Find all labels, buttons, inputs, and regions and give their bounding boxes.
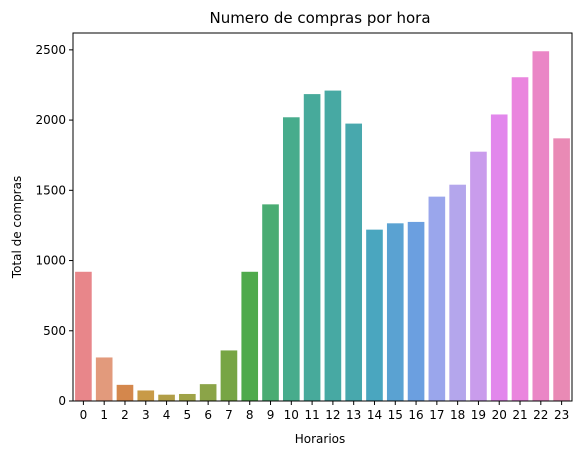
bar-hour-5 bbox=[179, 394, 196, 401]
y-tick-label: 2500 bbox=[35, 43, 66, 57]
bar-hour-23 bbox=[553, 138, 570, 401]
bar-hour-19 bbox=[470, 152, 487, 401]
bar-hour-20 bbox=[491, 114, 508, 401]
bar-hour-17 bbox=[429, 197, 446, 401]
x-tick-label: 9 bbox=[267, 408, 275, 422]
bar-hour-13 bbox=[345, 124, 362, 401]
x-tick-label: 18 bbox=[450, 408, 465, 422]
x-tick-label: 8 bbox=[246, 408, 254, 422]
x-tick-label: 13 bbox=[346, 408, 361, 422]
x-tick-label: 7 bbox=[225, 408, 233, 422]
bar-hour-10 bbox=[283, 117, 300, 401]
bar-hour-0 bbox=[75, 272, 92, 401]
y-axis-ticks: 0 500 1000 1500 2000 2500 bbox=[35, 43, 73, 408]
bar-hour-4 bbox=[158, 395, 175, 401]
bar-hour-21 bbox=[512, 77, 529, 401]
bar-hour-1 bbox=[96, 357, 113, 401]
x-tick-label: 20 bbox=[492, 408, 507, 422]
y-tick-label: 1000 bbox=[35, 254, 66, 268]
x-tick-label: 5 bbox=[184, 408, 192, 422]
x-tick-label: 0 bbox=[80, 408, 88, 422]
x-tick-label: 19 bbox=[471, 408, 486, 422]
x-axis-label: Horarios bbox=[295, 432, 346, 446]
bar-hour-6 bbox=[200, 384, 217, 401]
bar-hour-15 bbox=[387, 223, 404, 401]
x-tick-label: 12 bbox=[325, 408, 340, 422]
bar-hour-16 bbox=[408, 222, 425, 401]
y-tick-label: 500 bbox=[43, 324, 66, 338]
y-axis-label: Total de compras bbox=[10, 176, 24, 279]
bar-hour-8 bbox=[241, 272, 258, 401]
x-tick-label: 14 bbox=[367, 408, 382, 422]
x-tick-label: 3 bbox=[142, 408, 150, 422]
y-tick-label: 1500 bbox=[35, 183, 66, 197]
bar-hour-18 bbox=[449, 185, 466, 401]
x-tick-label: 17 bbox=[429, 408, 444, 422]
x-tick-label: 11 bbox=[304, 408, 319, 422]
x-tick-label: 4 bbox=[163, 408, 171, 422]
y-tick-label: 0 bbox=[58, 394, 66, 408]
x-tick-label: 23 bbox=[554, 408, 569, 422]
bar-hour-9 bbox=[262, 204, 279, 401]
bar-hour-11 bbox=[304, 94, 321, 401]
bar-hour-12 bbox=[325, 91, 342, 401]
x-tick-label: 22 bbox=[533, 408, 548, 422]
bars-group bbox=[75, 51, 570, 401]
y-tick-label: 2000 bbox=[35, 113, 66, 127]
x-tick-label: 10 bbox=[284, 408, 299, 422]
bar-hour-22 bbox=[532, 51, 549, 401]
x-tick-label: 21 bbox=[512, 408, 527, 422]
bar-hour-7 bbox=[221, 350, 238, 401]
bar-hour-2 bbox=[117, 385, 134, 401]
chart-title: Numero de compras por hora bbox=[209, 9, 430, 27]
x-axis-ticks: 0 1 2 3 4 5 6 7 8 9 10 11 12 13 14 15 16 17 18 19 20 21 22 23 bbox=[80, 401, 570, 422]
x-tick-label: 16 bbox=[408, 408, 423, 422]
x-tick-label: 2 bbox=[121, 408, 129, 422]
x-tick-label: 15 bbox=[388, 408, 403, 422]
x-tick-label: 6 bbox=[204, 408, 212, 422]
bar-hour-14 bbox=[366, 230, 383, 401]
bar-hour-3 bbox=[137, 390, 154, 401]
x-tick-label: 1 bbox=[100, 408, 108, 422]
